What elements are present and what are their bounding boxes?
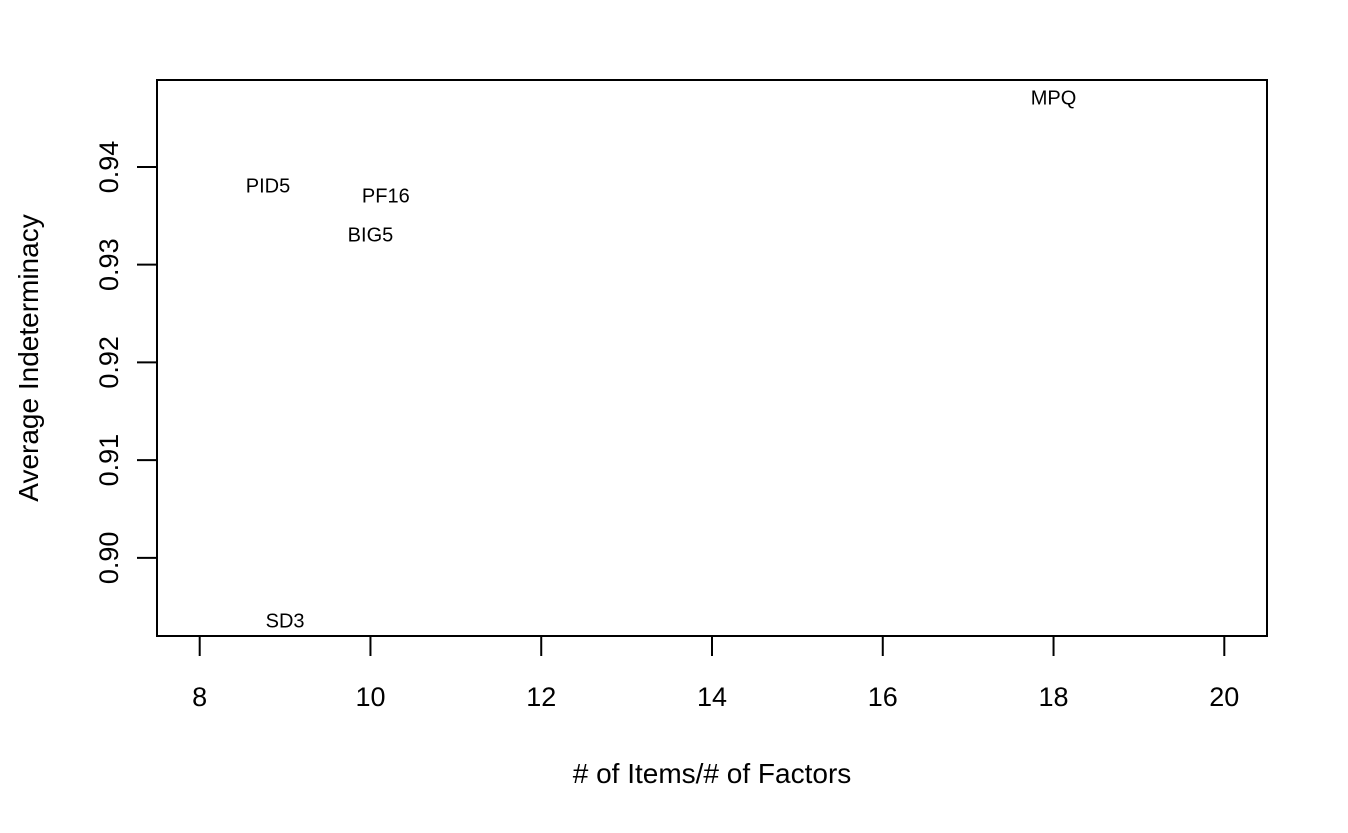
y-tick-label: 0.90 (94, 532, 124, 585)
x-tick-label: 16 (868, 682, 898, 712)
plot-frame (156, 79, 1268, 637)
x-tick-label: 8 (192, 682, 207, 712)
data-points: MPQ PID5 PF16 BIG5 SD3 (246, 88, 1077, 633)
y-tick-label: 0.93 (94, 238, 124, 291)
x-tick-label: 20 (1209, 682, 1239, 712)
x-tick-label: 12 (526, 682, 556, 712)
point-label-mpq: MPQ (1031, 88, 1077, 110)
x-axis-title: # of Items/# of Factors (573, 758, 852, 789)
y-tick-label: 0.94 (94, 141, 124, 194)
point-label-big5: BIG5 (348, 224, 394, 246)
point-label-pid5: PID5 (246, 176, 290, 198)
x-tick-label: 14 (697, 682, 727, 712)
y-tick-label: 0.92 (94, 336, 124, 389)
point-label-sd3: SD3 (266, 610, 305, 632)
y-axis-title: Average Indeterminacy (13, 214, 44, 501)
y-axis: 0.90 0.91 0.92 0.93 0.94 (94, 141, 158, 585)
y-tick-label: 0.91 (94, 434, 124, 487)
x-axis: 8 10 12 14 16 18 20 (192, 635, 1239, 712)
x-tick-label: 10 (355, 682, 385, 712)
x-tick-label: 18 (1039, 682, 1069, 712)
point-label-pf16: PF16 (362, 185, 410, 207)
